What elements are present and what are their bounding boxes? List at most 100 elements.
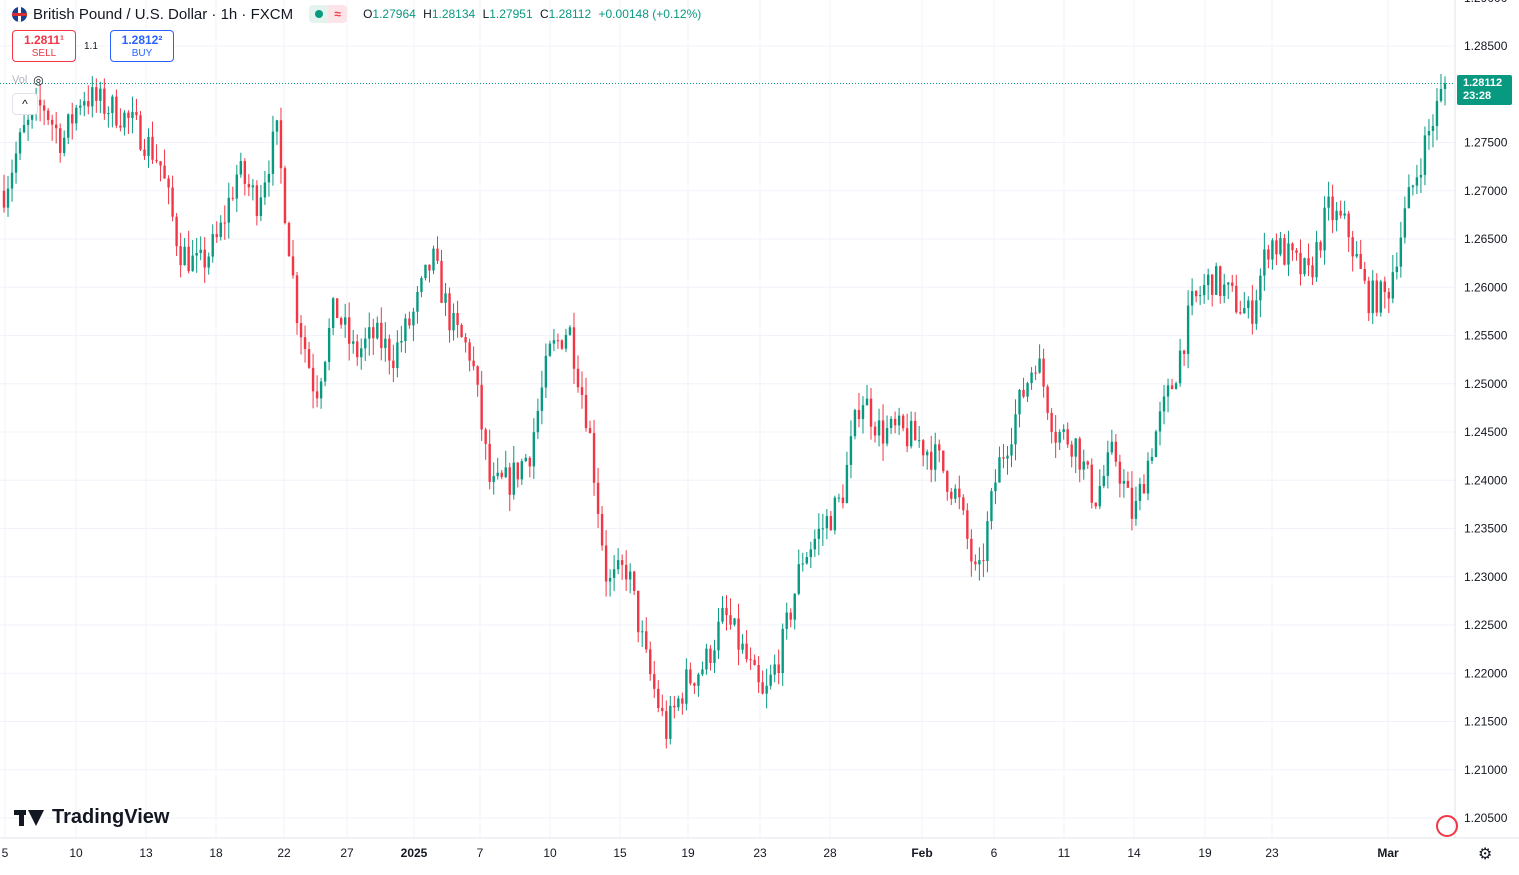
market-status[interactable]: ≈	[309, 5, 348, 23]
time-tick-label: Mar	[1377, 846, 1399, 860]
candle-body	[637, 590, 640, 633]
hide-eye-icon[interactable]: ◎	[33, 73, 44, 87]
candle-body	[1142, 483, 1146, 494]
candle-body	[484, 429, 487, 444]
candle-body	[1327, 196, 1330, 208]
candle-body	[219, 222, 222, 238]
alert-icon[interactable]	[1436, 815, 1458, 837]
candle-body	[1419, 174, 1423, 178]
candle-body	[809, 549, 812, 558]
candle-body	[645, 631, 648, 650]
candle-body	[717, 621, 720, 651]
candle-body	[689, 669, 692, 684]
candle-body	[159, 161, 162, 166]
time-tick-label: 7	[477, 846, 484, 860]
candle-body	[508, 467, 511, 495]
chevron-up-icon: ^	[22, 97, 28, 111]
candle-body	[1387, 292, 1391, 299]
candle-body	[436, 248, 439, 261]
candle-body	[1130, 487, 1134, 519]
candle-body	[1435, 100, 1439, 127]
candle-body	[721, 607, 724, 622]
candle-body	[1094, 502, 1097, 507]
candle-body	[1271, 240, 1274, 260]
tradingview-logo[interactable]: TradingView	[14, 806, 169, 829]
candle-body	[243, 161, 247, 184]
time-tick-label: 18	[209, 846, 223, 860]
candle-body	[1154, 431, 1158, 457]
candle-body	[970, 538, 973, 562]
price-tick-label: 1.27000	[1464, 184, 1508, 198]
gear-icon[interactable]: ⚙	[1478, 846, 1493, 863]
candle-body	[897, 415, 901, 426]
candle-body	[1166, 385, 1170, 397]
candle-body	[1194, 291, 1198, 297]
candle-body	[1114, 441, 1118, 462]
candle-body	[1235, 285, 1238, 313]
sell-button[interactable]: 1.2811¹ SELL	[12, 30, 76, 62]
candle-body	[1146, 460, 1150, 494]
candle-body	[1303, 258, 1306, 275]
candle-body	[877, 420, 881, 436]
candle-body	[187, 246, 190, 272]
collapse-legend-button[interactable]: ^	[12, 93, 38, 115]
candle-body	[994, 482, 997, 492]
candle-body	[2, 190, 6, 208]
candle-body	[1126, 480, 1130, 488]
candle-body	[917, 440, 921, 442]
price-tick-label: 1.20500	[1464, 811, 1508, 825]
candle-body	[368, 327, 371, 339]
candle-body	[837, 497, 841, 499]
symbol-title[interactable]: British Pound / U.S. Dollar · 1h · FXCM	[33, 5, 294, 23]
candle-body	[568, 327, 572, 335]
candle-body	[1427, 130, 1431, 136]
candle-body	[1206, 274, 1210, 286]
candle-body	[412, 311, 415, 326]
candle-body	[805, 557, 808, 564]
candle-body	[1102, 475, 1106, 487]
candle-body	[950, 491, 953, 499]
candle-body	[713, 650, 716, 663]
candle-body	[167, 178, 170, 188]
candle-body	[95, 87, 98, 101]
candle-body	[295, 275, 299, 324]
candle-body	[1319, 242, 1322, 251]
candle-body	[725, 607, 728, 616]
candle-body	[275, 120, 279, 132]
candle-body	[942, 450, 945, 472]
candle-body	[14, 153, 18, 173]
candle-body	[1018, 389, 1021, 415]
candle-body	[384, 338, 387, 349]
volume-legend[interactable]: Vol ◎	[12, 73, 44, 87]
candle-body	[139, 115, 142, 150]
candle-body	[279, 120, 283, 169]
candle-body	[440, 260, 443, 303]
candle-body	[761, 682, 764, 694]
price-tick-label: 1.26500	[1464, 232, 1508, 246]
candle-body	[267, 173, 271, 183]
buy-button[interactable]: 1.2812² BUY	[110, 30, 174, 62]
candle-body	[1239, 312, 1242, 314]
candle-body	[352, 341, 355, 344]
candle-body	[773, 664, 776, 675]
time-tick-label: 11	[1058, 846, 1071, 860]
candle-body	[227, 197, 230, 223]
candle-body	[163, 165, 166, 179]
sell-label: SELL	[31, 48, 57, 59]
candle-body	[729, 615, 732, 625]
candle-body	[207, 256, 210, 268]
time-tick-label: 28	[823, 846, 837, 860]
candle-body	[1375, 280, 1378, 313]
time-tick-label: 23	[1265, 846, 1279, 860]
candle-body	[432, 248, 435, 271]
time-tick-label: 14	[1127, 846, 1141, 860]
candle-body	[520, 461, 523, 480]
candle-body	[1263, 249, 1266, 276]
candle-body	[1279, 238, 1282, 255]
candle-body	[1275, 240, 1278, 255]
candle-body	[1423, 135, 1427, 175]
candle-body	[360, 348, 363, 358]
candle-body	[612, 569, 616, 578]
candle-body	[239, 161, 243, 175]
